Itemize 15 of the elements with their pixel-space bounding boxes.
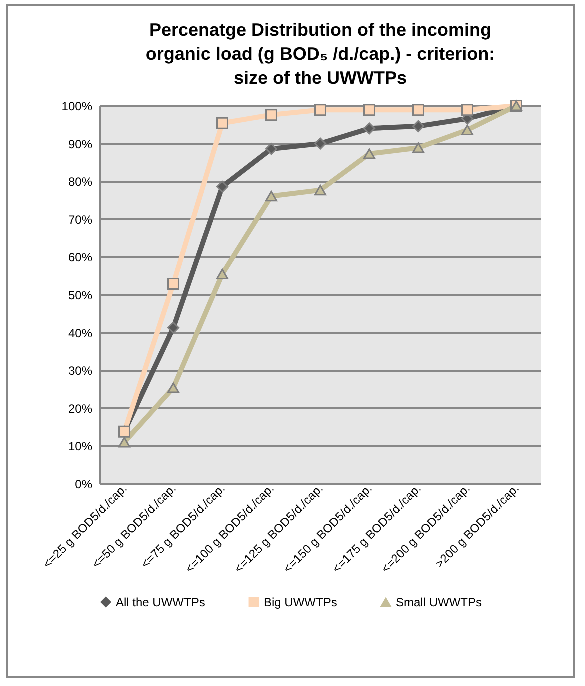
legend-label: Big UWWTPs <box>264 595 338 610</box>
y-tick-label: 90% <box>68 137 93 152</box>
y-tick-label: 70% <box>68 212 93 227</box>
legend-label: Small UWWTPs <box>396 596 482 610</box>
y-tick-label: 60% <box>68 250 93 265</box>
y-tick-label: 80% <box>68 175 93 190</box>
y-tick-label: 100% <box>62 100 93 114</box>
y-tick-label: 20% <box>68 402 93 416</box>
y-tick-label: 50% <box>68 288 93 302</box>
y-tick-label: 30% <box>68 364 93 378</box>
legend-label: All the UWWTPs <box>116 595 206 610</box>
chart-title: Percenatge Distribution of the incoming organic load (g BOD₅ /d./cap.) - criterion: size of the UWWTPs <box>146 20 496 88</box>
y-tick-label: 10% <box>68 440 93 454</box>
y-tick-label: 40% <box>68 326 93 340</box>
y-tick-label: 0% <box>75 478 93 492</box>
